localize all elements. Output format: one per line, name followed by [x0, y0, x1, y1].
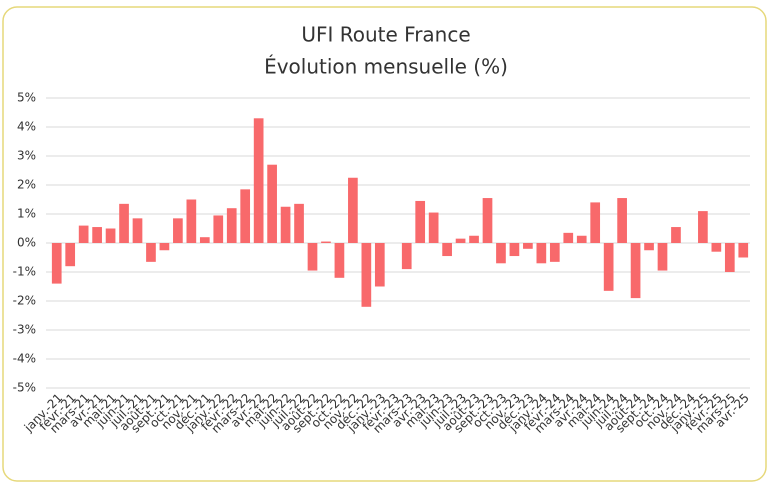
y-tick-label: 2% [17, 178, 36, 192]
y-tick-label: -2% [13, 294, 36, 308]
bar [105, 228, 116, 243]
bar [455, 238, 466, 243]
bar [159, 243, 170, 251]
bar [321, 241, 331, 243]
y-tick-label: 3% [17, 149, 36, 163]
y-tick-label: 1% [17, 207, 36, 221]
bar [213, 215, 224, 243]
bar [415, 200, 426, 243]
bar [698, 211, 708, 243]
bar [630, 243, 641, 299]
y-tick-label: 0% [17, 236, 36, 250]
bar [644, 243, 654, 251]
chart-title: UFI Route France [301, 23, 470, 47]
bar [294, 203, 304, 243]
bar [173, 218, 183, 243]
bar [469, 235, 479, 243]
bar [496, 243, 506, 264]
bar [671, 227, 681, 243]
bar [132, 218, 143, 243]
bar [549, 243, 560, 262]
bar [348, 177, 358, 243]
y-tick-label: -3% [13, 323, 36, 337]
bar [617, 198, 627, 243]
bar [738, 243, 749, 258]
bar [374, 243, 385, 287]
bar [240, 189, 251, 243]
bar [657, 243, 668, 271]
bar [78, 225, 89, 243]
bar [603, 243, 614, 291]
bar [92, 227, 102, 243]
bar [51, 243, 62, 284]
bar [482, 198, 493, 243]
bar [576, 235, 587, 243]
bar [523, 243, 533, 249]
bar [724, 243, 735, 272]
bar [307, 243, 318, 271]
bar [590, 202, 601, 243]
bar [711, 243, 722, 252]
bar [119, 203, 129, 243]
bar [186, 199, 197, 243]
bar [401, 243, 412, 270]
bar [563, 232, 574, 243]
bar [536, 243, 547, 264]
bar [146, 243, 156, 262]
bar [199, 237, 210, 243]
bar [280, 206, 291, 243]
bar [509, 243, 520, 257]
bar [267, 164, 277, 243]
bar [428, 212, 439, 243]
y-tick-label: -5% [13, 381, 36, 395]
chart-subtitle: Évolution mensuelle (%) [264, 55, 508, 79]
y-tick-label: 5% [17, 91, 36, 105]
bar [65, 243, 76, 267]
y-tick-label: -4% [13, 352, 36, 366]
bar [253, 118, 264, 243]
y-tick-label: -1% [13, 265, 36, 279]
bar [361, 243, 372, 307]
y-tick-label: 4% [17, 120, 36, 134]
bar [334, 243, 345, 278]
bar [226, 208, 237, 243]
bar [442, 243, 452, 257]
